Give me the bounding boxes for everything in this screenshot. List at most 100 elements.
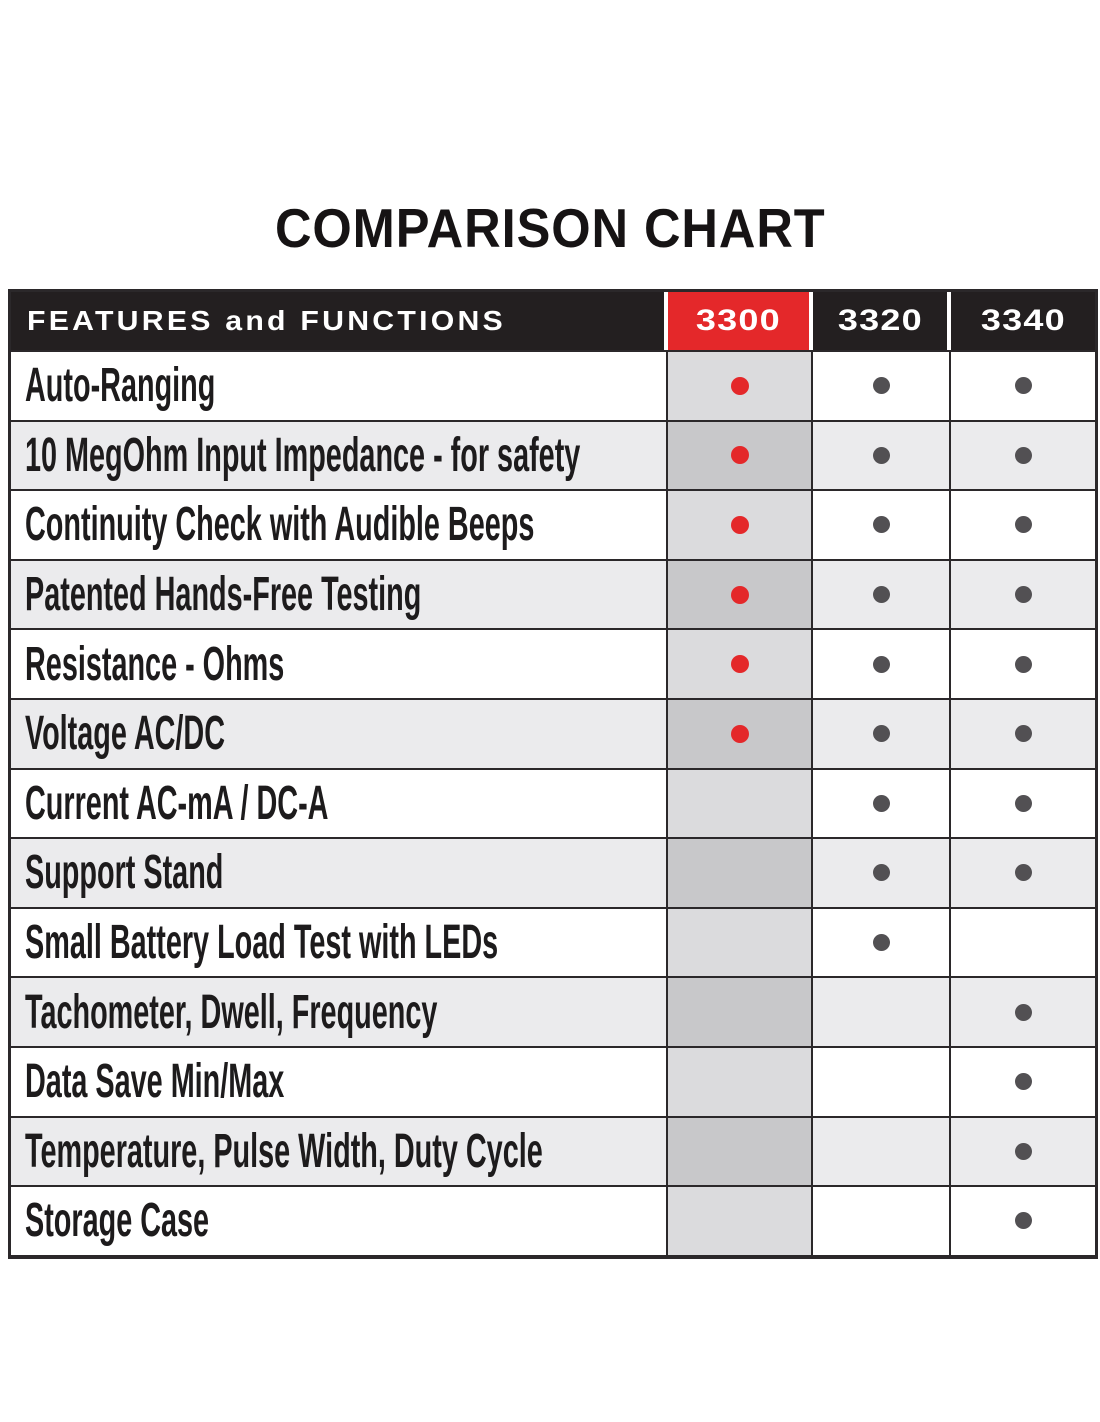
- cell-3340: [951, 770, 1095, 838]
- gray-dot-icon: [872, 516, 890, 534]
- red-dot-icon: [730, 515, 749, 534]
- gray-dot-icon: [1014, 1212, 1032, 1230]
- cell-3300: [668, 1187, 813, 1255]
- feature-label: Temperature, Pulse Width, Duty Cycle: [25, 1124, 543, 1178]
- cell-3340: [951, 630, 1095, 698]
- cell-3320: [813, 1047, 951, 1116]
- cell-3320: [813, 839, 951, 907]
- feature-cell: Temperature, Pulse Width, Duty Cycle: [11, 1117, 668, 1186]
- gray-dot-icon: [1014, 864, 1032, 882]
- feature-cell: Auto-Ranging: [11, 352, 668, 420]
- feature-cell: 10 MegOhm Input Impedance - for safety: [11, 421, 668, 490]
- gray-dot-icon: [872, 655, 890, 673]
- cell-3300: [668, 630, 813, 698]
- table-row: Temperature, Pulse Width, Duty Cycle: [11, 1115, 1095, 1186]
- cell-3320: [813, 769, 951, 838]
- model-3340-label: 3340: [980, 304, 1066, 337]
- gray-dot-icon: [872, 446, 890, 464]
- red-dot-icon: [730, 724, 749, 743]
- feature-label: Tachometer, Dwell, Frequency: [25, 985, 438, 1039]
- table-row: Auto-Ranging: [11, 350, 1095, 420]
- table-header-row: FEATURES and FUNCTIONS 3300 3320 3340: [11, 292, 1095, 350]
- gray-dot-icon: [1014, 586, 1032, 604]
- cell-3340: [951, 1187, 1095, 1255]
- feature-cell: Small Battery Load Test with LEDs: [11, 908, 668, 977]
- cell-3300: [668, 1047, 813, 1116]
- feature-cell: Data Save Min/Max: [11, 1047, 668, 1116]
- feature-label: Support Stand: [25, 846, 224, 900]
- feature-cell: Storage Case: [11, 1187, 668, 1255]
- feature-cell: Voltage AC/DC: [11, 699, 668, 768]
- gray-dot-icon: [872, 377, 890, 395]
- cell-3300: [668, 560, 813, 629]
- table-row: 10 MegOhm Input Impedance - for safety: [11, 419, 1095, 490]
- table-row: Support Stand: [11, 837, 1095, 907]
- comparison-table: FEATURES and FUNCTIONS 3300 3320 3340 Au…: [8, 289, 1098, 1259]
- cell-3320: [813, 699, 951, 768]
- cell-3320: [813, 352, 951, 420]
- cell-3320: [813, 491, 951, 559]
- gray-dot-icon: [872, 794, 890, 812]
- cell-3300: [668, 421, 813, 490]
- cell-3300: [668, 978, 813, 1046]
- model-3300-label: 3300: [696, 304, 781, 337]
- cell-3300: [668, 769, 813, 838]
- cell-3320: [813, 978, 951, 1046]
- feature-label: Auto-Ranging: [25, 359, 216, 413]
- gray-dot-icon: [872, 586, 890, 604]
- feature-label: Data Save Min/Max: [25, 1055, 285, 1109]
- cell-3320: [813, 421, 951, 490]
- feature-cell: Current AC-mA / DC-A: [11, 769, 668, 838]
- cell-3340: [951, 909, 1095, 977]
- gray-dot-icon: [1014, 794, 1032, 812]
- red-dot-icon: [730, 585, 749, 604]
- feature-cell: Patented Hands-Free Testing: [11, 560, 668, 629]
- table-row: Patented Hands-Free Testing: [11, 558, 1095, 629]
- gray-dot-icon: [872, 864, 890, 882]
- cell-3340: [951, 978, 1095, 1046]
- feature-label: Resistance - Ohms: [25, 637, 285, 691]
- gray-dot-icon: [1014, 655, 1032, 673]
- cell-3340: [951, 1048, 1095, 1116]
- table-row: Storage Case: [11, 1185, 1095, 1255]
- cell-3320: [813, 1187, 951, 1255]
- red-dot-icon: [730, 655, 749, 674]
- table-row: Small Battery Load Test with LEDs: [11, 906, 1095, 977]
- cell-3340: [951, 839, 1095, 907]
- header-cell-features: FEATURES and FUNCTIONS: [11, 292, 668, 350]
- table-row: Continuity Check with Audible Beeps: [11, 489, 1095, 559]
- cell-3300: [668, 699, 813, 768]
- model-3320-label: 3320: [837, 304, 923, 337]
- cell-3300: [668, 839, 813, 907]
- table-body: Auto-Ranging 10 MegOhm Input Impedance -…: [11, 350, 1095, 1255]
- gray-dot-icon: [1014, 1142, 1032, 1160]
- feature-label: Voltage AC/DC: [25, 707, 226, 761]
- table-row: Resistance - Ohms: [11, 628, 1095, 698]
- cell-3340: [951, 561, 1095, 629]
- feature-label: Patented Hands-Free Testing: [25, 568, 422, 622]
- gray-dot-icon: [872, 725, 890, 743]
- table-row: Tachometer, Dwell, Frequency: [11, 976, 1095, 1046]
- features-header-label: FEATURES and FUNCTIONS: [27, 305, 506, 336]
- gray-dot-icon: [1014, 725, 1032, 743]
- feature-cell: Tachometer, Dwell, Frequency: [11, 978, 668, 1046]
- feature-cell: Resistance - Ohms: [11, 630, 668, 698]
- cell-3340: [951, 700, 1095, 768]
- gray-dot-icon: [1014, 1073, 1032, 1091]
- cell-3340: [951, 352, 1095, 420]
- cell-3340: [951, 491, 1095, 559]
- page-title: COMPARISON CHART: [0, 201, 1100, 256]
- feature-label: Small Battery Load Test with LEDs: [25, 916, 499, 970]
- cell-3340: [951, 1118, 1095, 1186]
- gray-dot-icon: [1014, 377, 1032, 395]
- gray-dot-icon: [1014, 1003, 1032, 1021]
- feature-label: Current AC-mA / DC-A: [25, 776, 329, 830]
- feature-cell: Support Stand: [11, 839, 668, 907]
- cell-3320: [813, 908, 951, 977]
- cell-3300: [668, 1117, 813, 1186]
- cell-3300: [668, 908, 813, 977]
- red-dot-icon: [730, 446, 749, 465]
- header-cell-3320: 3320: [813, 292, 951, 350]
- cell-3320: [813, 1117, 951, 1186]
- gray-dot-icon: [1014, 446, 1032, 464]
